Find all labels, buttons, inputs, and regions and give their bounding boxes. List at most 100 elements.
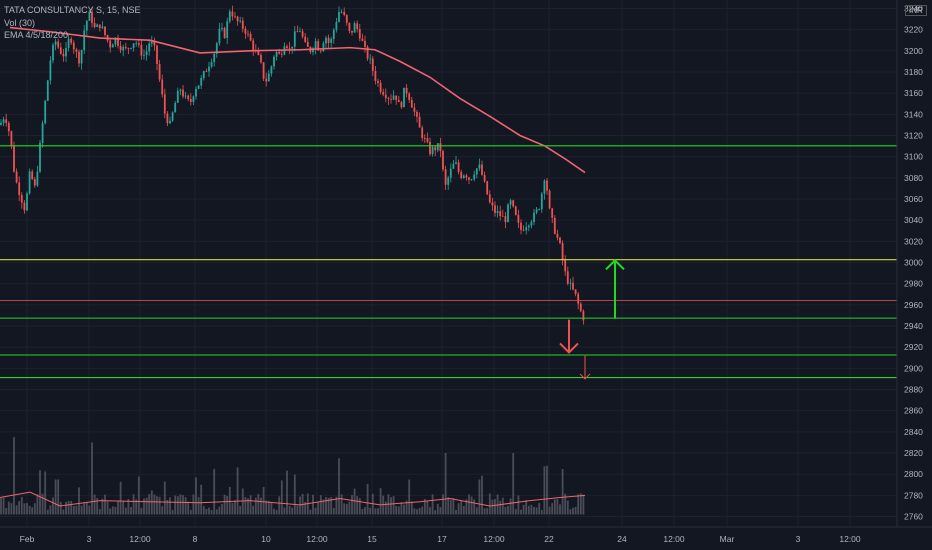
candle-body	[434, 147, 437, 151]
candle-body	[327, 37, 330, 43]
candle-body	[195, 88, 197, 97]
candle-body	[280, 53, 283, 55]
candle-body	[514, 206, 517, 215]
candle-body	[28, 171, 31, 194]
volume-bar	[39, 470, 41, 515]
volume-bar	[452, 498, 455, 515]
candle-body	[148, 43, 151, 52]
arrow-head	[605, 258, 625, 271]
candle-body	[18, 182, 21, 195]
candle-body	[0, 122, 2, 125]
volume-bar	[197, 497, 200, 515]
volume-bar	[317, 501, 320, 515]
candle-body	[525, 227, 528, 231]
volume-bar	[366, 483, 369, 515]
volume-bar	[475, 507, 478, 515]
volume-bar	[169, 497, 171, 515]
volume-bar	[449, 499, 452, 515]
x-tick-label: 8	[193, 534, 198, 544]
volume-bar	[130, 507, 132, 515]
candle-body	[215, 43, 218, 54]
volume-bar	[442, 494, 444, 515]
volume-bar	[93, 494, 96, 515]
volume-bar	[265, 500, 268, 515]
candle-body	[452, 163, 455, 169]
volume-bar	[293, 474, 296, 515]
candle-body	[564, 260, 567, 272]
volume-bar	[88, 505, 91, 515]
candle-body	[499, 211, 502, 216]
candle-body	[247, 33, 249, 35]
volume-bar	[514, 509, 517, 515]
candle-body	[348, 22, 351, 31]
ema-legend[interactable]: EMA 4/5/18/200	[4, 30, 69, 40]
candle-body	[465, 175, 468, 178]
y-tick-label: 3060	[904, 194, 923, 204]
x-tick-label: 12:00	[129, 534, 151, 544]
candle-body	[356, 23, 359, 30]
volume-bar	[252, 505, 255, 515]
candle-body	[200, 77, 203, 86]
volume-bar	[379, 488, 382, 515]
volume-bar	[291, 507, 294, 515]
x-tick-label: 24	[617, 534, 627, 544]
candle-body	[13, 146, 15, 172]
candle-body	[314, 41, 317, 49]
volume-bar	[106, 501, 109, 515]
candle-body	[265, 78, 268, 82]
volume-bar	[104, 494, 106, 515]
volume-bar	[330, 497, 333, 515]
price-axis[interactable]: 3240 3220 3200 3180 3160 3140 3120 3100 3080 3060…	[896, 0, 932, 550]
candle-body	[288, 47, 291, 49]
candle-body	[447, 177, 450, 185]
candle-body	[332, 29, 335, 39]
volume-bar	[273, 508, 275, 515]
currency-badge[interactable]: INR	[905, 5, 927, 16]
candle-body	[364, 40, 366, 47]
candle-body	[119, 45, 122, 51]
ema-pane	[9, 26, 586, 174]
volume-bar	[553, 499, 556, 515]
volume-bar	[122, 501, 125, 515]
volume-bar	[410, 501, 413, 515]
candle-body	[286, 46, 288, 48]
volume-bar	[543, 466, 546, 515]
volume-bar	[286, 470, 288, 515]
volume-bar	[189, 509, 192, 515]
volume-bar	[20, 496, 23, 515]
volume-bar	[314, 507, 317, 515]
volume-bar	[525, 500, 528, 515]
volume-bar	[124, 507, 127, 515]
candle-body	[239, 20, 242, 22]
volume-bar	[561, 469, 564, 515]
volume-bar	[390, 497, 392, 515]
volume-bar	[486, 508, 489, 515]
volume-bar	[161, 506, 164, 515]
time-axis[interactable]: Feb 3 12:00 8 10 12:00 15 17 12:00 22 24 12:00 Mar 3 1…	[0, 526, 932, 544]
volume-bar	[15, 505, 18, 515]
candle-body	[379, 82, 382, 92]
x-tick-label: Feb	[20, 534, 35, 544]
volume-bar	[431, 494, 434, 515]
y-tick-label: 2800	[904, 469, 923, 479]
candle-body	[267, 73, 270, 82]
volume-bar	[192, 494, 195, 515]
candle-body	[423, 137, 426, 139]
candle-body	[275, 51, 278, 57]
symbol-title[interactable]: TATA CONSULTANCY S, 15, NSE	[4, 5, 141, 15]
volume-bar	[403, 504, 405, 515]
candle-body	[150, 41, 153, 44]
volume-bar	[520, 509, 522, 515]
candle-body	[553, 217, 556, 234]
y-tick-label: 3020	[904, 236, 923, 246]
candle-body	[41, 123, 44, 143]
candle-body	[527, 225, 530, 228]
candle-body	[442, 151, 444, 170]
volume-legend[interactable]: Vol (30)	[4, 18, 36, 28]
volume-bar	[195, 477, 197, 515]
volume-bar	[426, 501, 429, 515]
volume-bar	[457, 503, 460, 515]
candle-body	[197, 85, 200, 89]
